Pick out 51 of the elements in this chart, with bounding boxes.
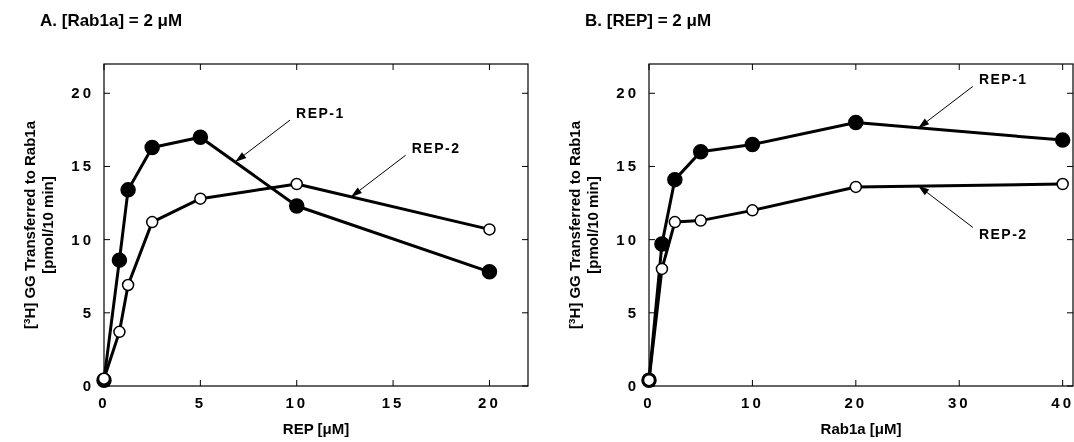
y-tick-label: 20 bbox=[616, 84, 639, 102]
y-tick-label: 0 bbox=[627, 377, 639, 394]
y-tick-label: 15 bbox=[71, 157, 94, 175]
chart-title: B. [REP] = 2 μM bbox=[585, 11, 712, 30]
point bbox=[849, 180, 863, 194]
point bbox=[192, 129, 209, 145]
point bbox=[145, 215, 159, 229]
point bbox=[746, 204, 759, 217]
point bbox=[848, 114, 864, 131]
annotation: REP-2 bbox=[411, 140, 461, 157]
x-axis-title: REP [μM] bbox=[282, 420, 350, 437]
point bbox=[111, 252, 128, 268]
point bbox=[144, 139, 160, 156]
point bbox=[481, 264, 498, 280]
point bbox=[1054, 132, 1071, 148]
point bbox=[288, 198, 305, 214]
y-tick-label: 10 bbox=[616, 230, 639, 248]
x-tick-label: 20 bbox=[844, 394, 868, 411]
point bbox=[113, 325, 126, 339]
x-axis-title: Rab1a [μM] bbox=[820, 420, 902, 437]
y-tick-label: 10 bbox=[71, 230, 94, 248]
y-tick-label: 5 bbox=[82, 303, 94, 321]
point bbox=[694, 214, 707, 227]
point bbox=[655, 262, 669, 276]
annotation: REP-1 bbox=[296, 105, 345, 122]
x-tick-label: 30 bbox=[947, 394, 971, 411]
chart-title: A. [Rab1a] = 2 μM bbox=[40, 11, 183, 30]
annotation: REP-2 bbox=[978, 226, 1028, 243]
point bbox=[290, 177, 303, 191]
annotation: REP-1 bbox=[978, 71, 1028, 88]
y-tick-label: 0 bbox=[82, 377, 94, 394]
point bbox=[667, 171, 683, 188]
y-tick-label: 5 bbox=[627, 303, 639, 321]
y-tick-label: 20 bbox=[71, 84, 94, 102]
x-tick-label: 40 bbox=[1051, 394, 1074, 411]
point bbox=[120, 182, 136, 198]
point bbox=[692, 144, 709, 160]
x-tick-label: 15 bbox=[381, 394, 405, 411]
point bbox=[1056, 177, 1069, 191]
x-tick-label: 0 bbox=[643, 394, 655, 411]
x-tick-label: 5 bbox=[194, 394, 207, 411]
x-tick-label: 10 bbox=[285, 394, 309, 411]
point bbox=[668, 215, 682, 229]
x-tick-label: 10 bbox=[741, 394, 764, 411]
point bbox=[483, 223, 496, 236]
point bbox=[744, 136, 761, 153]
point bbox=[121, 278, 135, 292]
x-tick-label: 0 bbox=[98, 394, 110, 411]
point bbox=[194, 192, 207, 205]
y-tick-label: 15 bbox=[616, 157, 639, 175]
x-tick-label: 20 bbox=[478, 394, 501, 411]
